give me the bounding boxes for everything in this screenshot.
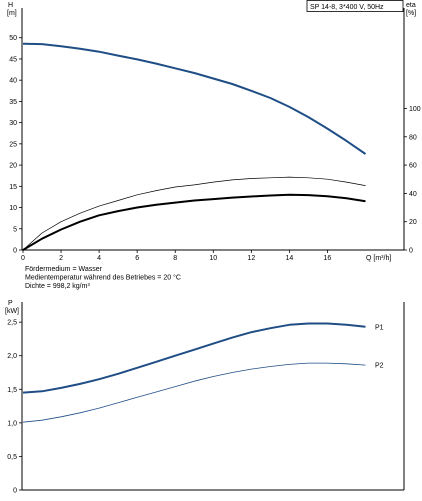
right-tick-label: 40 [409, 191, 417, 198]
x-tick-label: 4 [97, 255, 101, 262]
power-tick-label: 0,5 [7, 454, 17, 461]
chart-title: SP 14-8, 3*400 V, 50Hz [310, 4, 384, 11]
x-tick-label: 14 [285, 255, 293, 262]
power-tick-label: 1,5 [7, 387, 17, 394]
title-box [306, 0, 404, 12]
x-tick-label: 8 [173, 255, 177, 262]
left-tick-label: 20 [9, 163, 17, 170]
right-tick-label: 20 [409, 219, 417, 226]
right-tick-label: 60 [409, 163, 417, 170]
left-tick-label: 45 [9, 56, 17, 63]
x-tick-label: 12 [247, 255, 255, 262]
left-axis-symbol: H [8, 2, 13, 9]
left-axis-unit: [m] [7, 10, 17, 17]
x-tick-label: 2 [59, 255, 63, 262]
medium-note: Fördermedium = Wasser [25, 266, 103, 273]
right-axis-symbol: eta [406, 2, 416, 9]
left-tick-label: 40 [9, 78, 17, 85]
left-tick-label: 35 [9, 99, 17, 106]
efficiency-curve-thin [22, 176, 366, 251]
power-tick-label: 2,5 [7, 320, 17, 327]
power-tick-label: 1,0 [7, 420, 17, 427]
head-curve [22, 42, 367, 155]
left-tick-label: 15 [9, 184, 17, 191]
right-axis-unit: [%] [406, 10, 416, 17]
x-tick-label: 10 [209, 255, 217, 262]
left-tick-label: 5 [13, 226, 17, 233]
right-tick-label: 100 [409, 106, 421, 113]
medium-note: Medientemperatur während des Betriebes =… [25, 274, 181, 282]
right-tick-label: 0 [409, 248, 413, 255]
power-curve-p1 [22, 322, 366, 394]
left-tick-label: 30 [9, 120, 17, 127]
x-tick-label: 6 [135, 255, 139, 262]
power-tick-label: 0 [13, 488, 17, 495]
left-tick-label: 0 [13, 248, 17, 255]
medium-note: Dichte = 998,2 kg/m³ [25, 283, 90, 290]
x-tick-label: 16 [324, 255, 332, 262]
right-tick-label: 80 [409, 134, 417, 141]
series-label-p2: P2 [375, 363, 384, 370]
efficiency-curve-thick [22, 193, 366, 251]
x-tick-label: 0 [21, 255, 25, 262]
power-tick-label: 2,0 [7, 353, 17, 360]
left-tick-label: 50 [9, 35, 17, 42]
power-curve-p2 [22, 362, 366, 423]
left-tick-label: 25 [9, 141, 17, 148]
power-axis-symbol: P [8, 300, 13, 307]
series-label-p1: P1 [375, 324, 384, 331]
x-axis-label: Q [m³/h] [366, 255, 391, 262]
left-tick-label: 10 [9, 205, 17, 212]
power-axis-unit: [kW] [5, 308, 19, 315]
